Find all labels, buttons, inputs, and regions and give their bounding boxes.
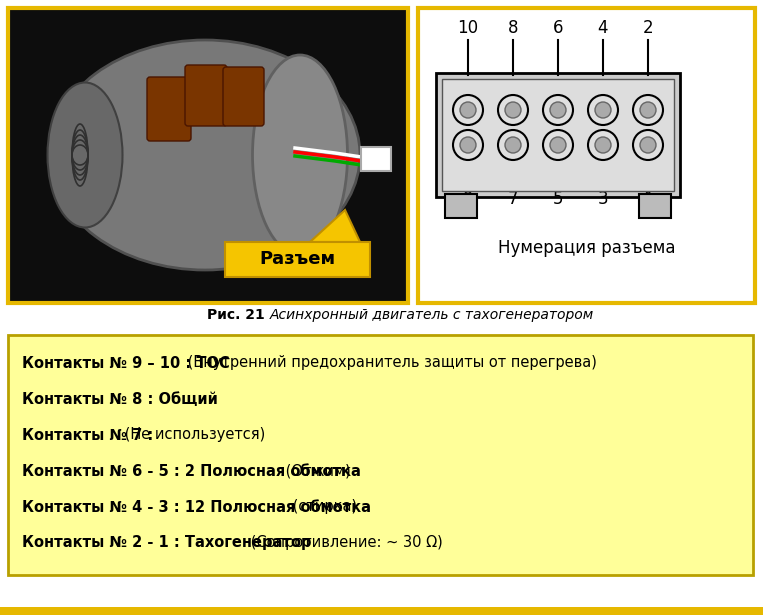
FancyBboxPatch shape xyxy=(185,65,227,126)
Text: Контакты № 9 – 10 : ТОС: Контакты № 9 – 10 : ТОС xyxy=(22,355,230,370)
Text: 7: 7 xyxy=(507,190,518,208)
Circle shape xyxy=(453,95,483,125)
Text: (Отжим): (Отжим) xyxy=(281,464,351,478)
Circle shape xyxy=(498,130,528,160)
Circle shape xyxy=(550,137,566,153)
Text: Контакты № 7 :: Контакты № 7 : xyxy=(22,427,153,443)
FancyBboxPatch shape xyxy=(445,194,477,218)
Text: (Внутренний предохранитель защиты от перегрева): (Внутренний предохранитель защиты от пер… xyxy=(183,355,597,370)
Text: Контакты № 2 - 1 : Тахогенератор: Контакты № 2 - 1 : Тахогенератор xyxy=(22,536,311,550)
Text: 4: 4 xyxy=(597,19,608,37)
Circle shape xyxy=(543,130,573,160)
Circle shape xyxy=(505,102,521,118)
Text: 1: 1 xyxy=(642,190,653,208)
FancyBboxPatch shape xyxy=(418,8,755,303)
Circle shape xyxy=(498,95,528,125)
Text: Контакты № 4 - 3 : 12 Полюсная обмотка: Контакты № 4 - 3 : 12 Полюсная обмотка xyxy=(22,499,371,515)
Text: Контакты № 8 : Общий: Контакты № 8 : Общий xyxy=(22,392,218,407)
Circle shape xyxy=(453,130,483,160)
Circle shape xyxy=(640,102,656,118)
Text: (стирка): (стирка) xyxy=(288,499,357,515)
Text: Асинхронный двигатель с тахогенератором: Асинхронный двигатель с тахогенератором xyxy=(270,308,594,322)
FancyBboxPatch shape xyxy=(8,8,408,303)
FancyBboxPatch shape xyxy=(0,607,763,615)
Text: 10: 10 xyxy=(458,19,478,37)
Text: 6: 6 xyxy=(552,19,563,37)
Circle shape xyxy=(588,130,618,160)
Text: (Сопротивление: ~ 30 Ω): (Сопротивление: ~ 30 Ω) xyxy=(246,536,443,550)
Polygon shape xyxy=(225,242,370,277)
Circle shape xyxy=(505,137,521,153)
Text: Контакты № 6 - 5 : 2 Полюсная обмотка: Контакты № 6 - 5 : 2 Полюсная обмотка xyxy=(22,464,361,478)
Circle shape xyxy=(543,95,573,125)
Text: 2: 2 xyxy=(642,19,653,37)
Text: Рис. 21: Рис. 21 xyxy=(208,308,270,322)
FancyBboxPatch shape xyxy=(147,77,191,141)
Circle shape xyxy=(550,102,566,118)
Text: 5: 5 xyxy=(552,190,563,208)
FancyBboxPatch shape xyxy=(442,79,674,191)
Text: 8: 8 xyxy=(507,19,518,37)
Ellipse shape xyxy=(253,55,347,255)
FancyBboxPatch shape xyxy=(436,73,680,197)
Text: Разъем: Разъем xyxy=(259,250,335,268)
Circle shape xyxy=(633,95,663,125)
FancyBboxPatch shape xyxy=(223,67,264,126)
Circle shape xyxy=(633,130,663,160)
Circle shape xyxy=(460,137,476,153)
Circle shape xyxy=(460,102,476,118)
Circle shape xyxy=(595,102,611,118)
Circle shape xyxy=(588,95,618,125)
Circle shape xyxy=(640,137,656,153)
Polygon shape xyxy=(310,210,360,242)
Text: 9: 9 xyxy=(462,190,473,208)
Text: 3: 3 xyxy=(597,190,608,208)
FancyBboxPatch shape xyxy=(8,335,753,575)
Text: (Не используется): (Не используется) xyxy=(120,427,266,443)
FancyBboxPatch shape xyxy=(361,147,391,171)
FancyBboxPatch shape xyxy=(639,194,671,218)
Ellipse shape xyxy=(50,40,360,270)
Circle shape xyxy=(595,137,611,153)
Text: Нумерация разъема: Нумерация разъема xyxy=(497,239,675,257)
Ellipse shape xyxy=(47,82,123,228)
